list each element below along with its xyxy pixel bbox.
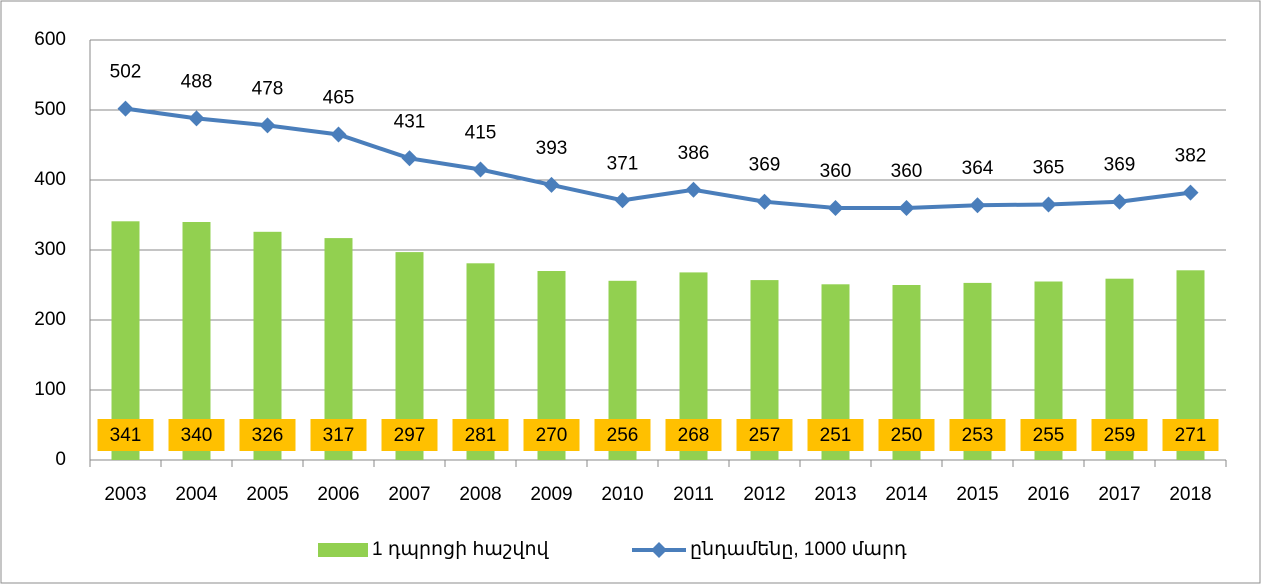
x-tick-label: 2016 — [1027, 484, 1069, 505]
x-tick-label: 2017 — [1098, 484, 1140, 505]
marker — [543, 176, 560, 193]
y-tick-label: 100 — [34, 379, 66, 400]
data-label: 465 — [323, 88, 355, 109]
data-label: 270 — [536, 425, 568, 446]
data-label: 369 — [1104, 155, 1136, 176]
data-label-box — [168, 419, 225, 451]
data-label-box — [665, 419, 722, 451]
x-tick-label: 2012 — [743, 484, 785, 505]
data-label: 360 — [891, 161, 923, 182]
data-label: 340 — [181, 425, 213, 446]
x-tick-label: 2004 — [175, 484, 218, 505]
data-label-box — [97, 419, 154, 451]
data-label-box — [736, 419, 793, 451]
marker — [1111, 193, 1128, 210]
line — [125, 106, 1191, 210]
data-label: 253 — [962, 425, 994, 446]
marker — [756, 193, 773, 210]
data-label: 415 — [465, 123, 497, 144]
data-label: 250 — [891, 425, 923, 446]
marker — [969, 197, 986, 214]
data-label: 478 — [252, 78, 284, 99]
data-label-box — [452, 419, 509, 451]
data-label: 251 — [820, 425, 852, 446]
x-tick-label: 2013 — [814, 484, 856, 505]
y-tick-label: 300 — [34, 239, 66, 260]
legend-swatch — [318, 543, 368, 557]
data-label: 365 — [1033, 158, 1065, 179]
data-label: 259 — [1104, 425, 1136, 446]
data-label-box — [1162, 419, 1219, 451]
data-label: 382 — [1175, 146, 1207, 167]
data-label-box — [878, 419, 935, 451]
data-label: 371 — [607, 153, 639, 174]
data-label-box — [1020, 419, 1077, 451]
marker — [614, 192, 631, 209]
legend-marker — [651, 542, 667, 558]
data-label: 386 — [678, 143, 710, 164]
legend-label: 1 դպրոցի հաշվով — [372, 539, 549, 560]
marker — [259, 117, 276, 134]
data-label: 431 — [394, 111, 426, 132]
data-label-box — [239, 419, 296, 451]
data-label: 341 — [110, 425, 142, 446]
x-tick-label: 2007 — [388, 484, 430, 505]
y-tick-label: 500 — [34, 99, 66, 120]
data-label-box — [381, 419, 438, 451]
marker — [401, 150, 418, 167]
data-label-box — [523, 419, 580, 451]
data-label: 360 — [820, 161, 852, 182]
y-tick-label: 400 — [34, 169, 66, 190]
marker — [330, 126, 347, 143]
data-label-box — [807, 419, 864, 451]
marker — [827, 200, 844, 216]
data-label: 488 — [181, 71, 213, 92]
x-tick-label: 2006 — [317, 484, 359, 505]
data-label: 369 — [749, 155, 781, 176]
data-label: 268 — [678, 425, 710, 446]
marker — [1182, 184, 1199, 201]
x-tick-label: 2010 — [601, 484, 643, 505]
legend-label: ընդամենը, 1000 մարդ — [690, 539, 907, 560]
data-label: 257 — [749, 425, 781, 446]
data-label: 364 — [962, 158, 994, 179]
data-label: 393 — [536, 138, 568, 159]
data-label: 271 — [1175, 425, 1207, 446]
data-label-box — [310, 419, 367, 451]
x-tick-label: 2008 — [459, 484, 501, 505]
data-label-box — [594, 419, 651, 451]
data-label-box — [949, 419, 1006, 451]
data-label: 256 — [607, 425, 639, 446]
x-tick-label: 2005 — [246, 484, 288, 505]
data-label: 281 — [465, 425, 497, 446]
marker — [188, 110, 205, 127]
x-tick-label: 2015 — [956, 484, 998, 505]
y-tick-label: 200 — [34, 309, 66, 330]
data-label: 502 — [110, 62, 142, 83]
marker — [472, 161, 489, 178]
data-label: 297 — [394, 425, 426, 446]
marker — [685, 181, 702, 198]
y-tick-label: 600 — [34, 29, 66, 50]
x-tick-label: 2018 — [1169, 484, 1211, 505]
x-tick-label: 2003 — [104, 484, 146, 505]
data-label-box — [1091, 419, 1148, 451]
y-tick-label: 0 — [55, 449, 66, 470]
x-tick-label: 2011 — [673, 484, 714, 505]
x-tick-label: 2014 — [885, 484, 928, 505]
data-label: 255 — [1033, 425, 1065, 446]
marker — [1040, 196, 1057, 213]
x-tick-label: 2009 — [530, 484, 572, 505]
data-label: 326 — [252, 425, 284, 446]
marker — [117, 100, 134, 117]
data-label: 317 — [323, 425, 355, 446]
marker — [898, 200, 915, 216]
